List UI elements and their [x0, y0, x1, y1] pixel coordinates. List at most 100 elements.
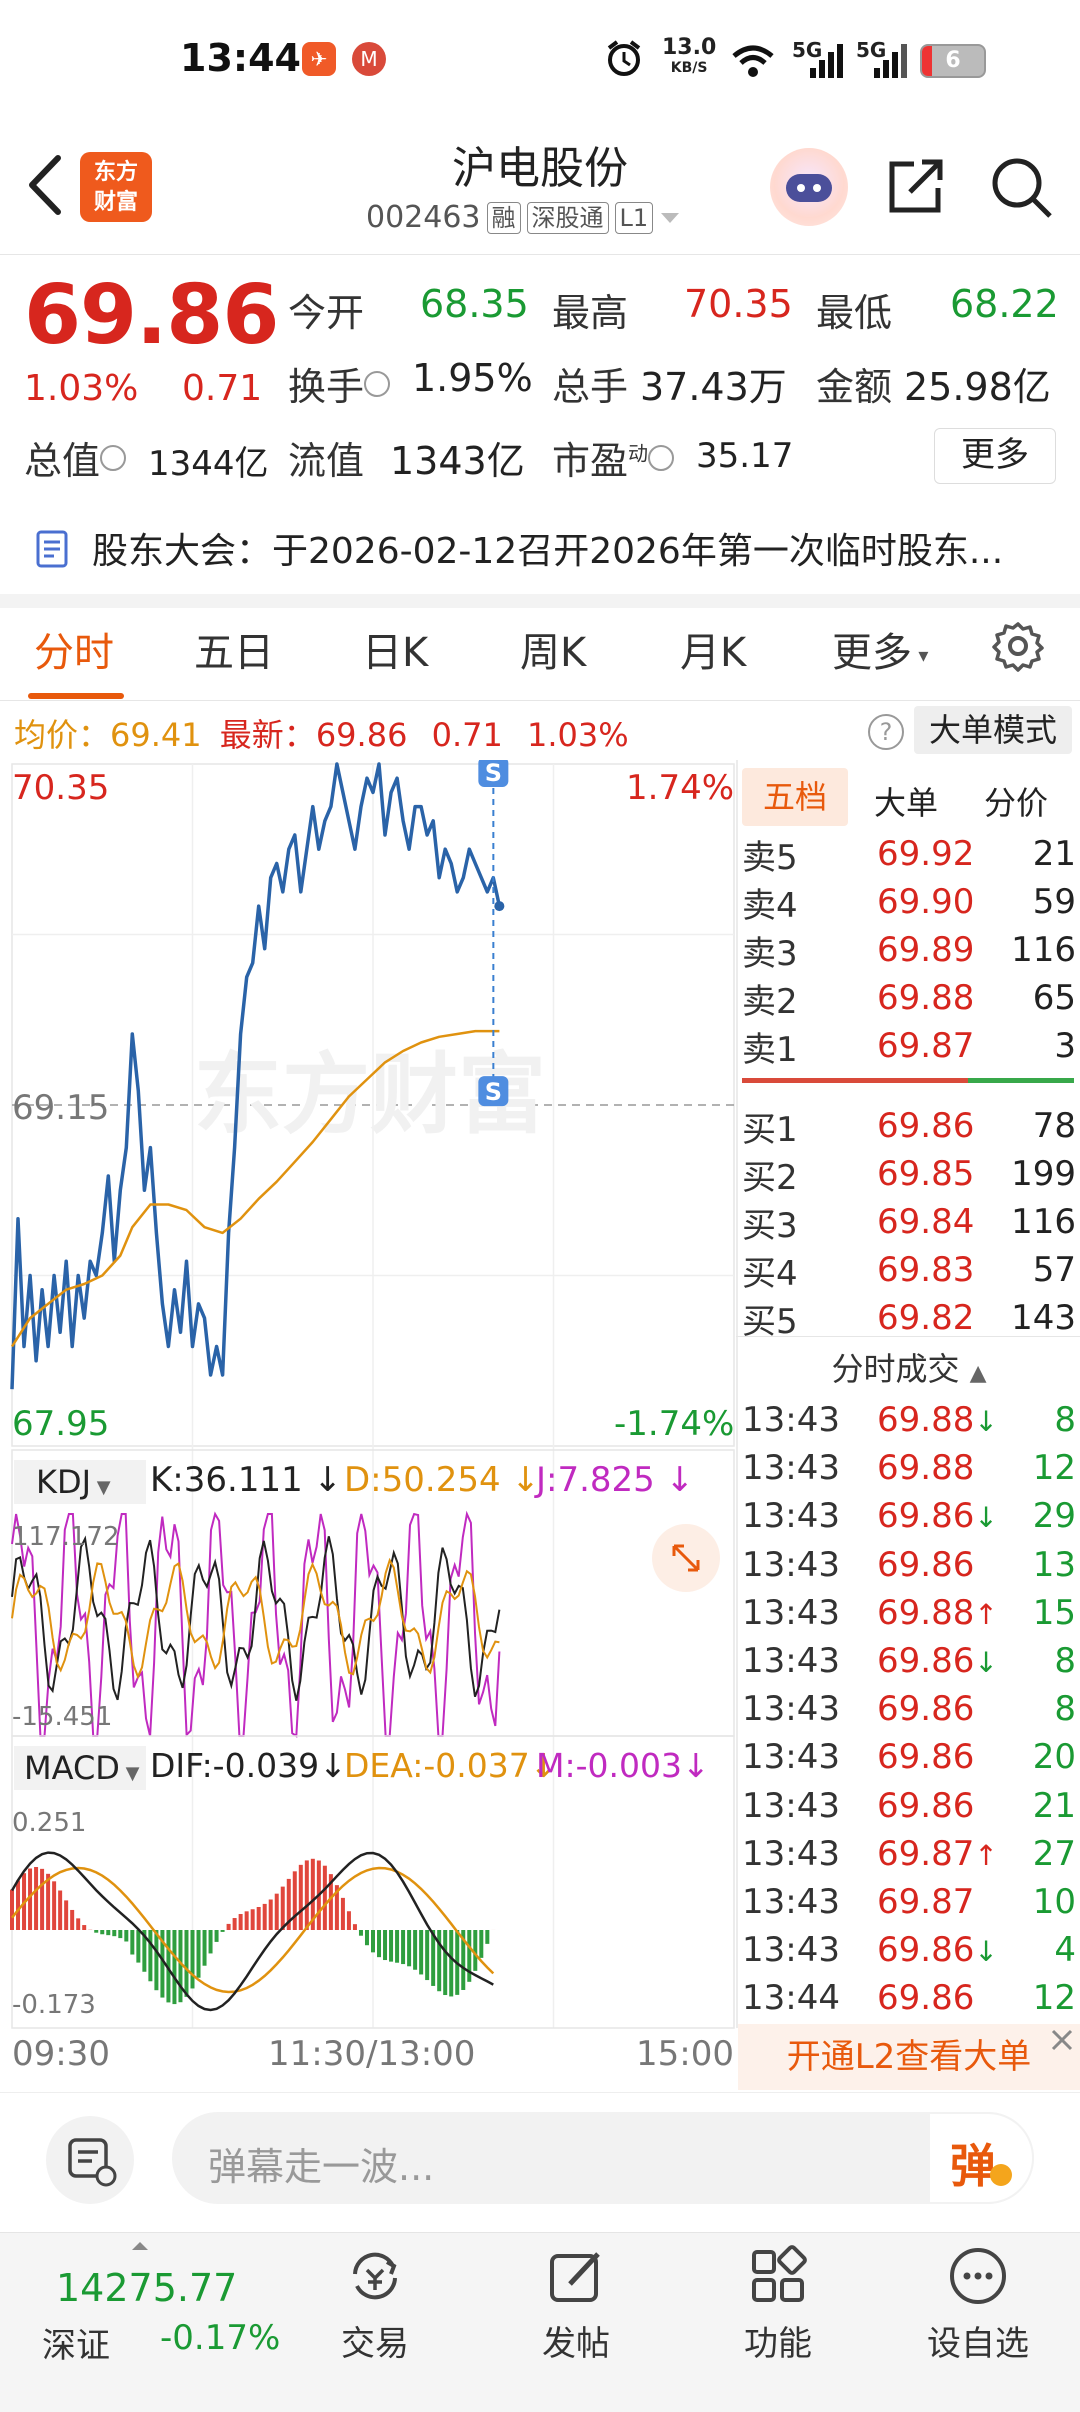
- tab-more[interactable]: 更多 ▾: [832, 630, 929, 676]
- macd-histogram-bar: [112, 1930, 117, 1937]
- macd-histogram-bar: [76, 1918, 81, 1930]
- bid-level-row[interactable]: 买3 69.84 116: [742, 1198, 1076, 1246]
- ask-level-row[interactable]: 卖3 69.89 116: [742, 926, 1076, 974]
- tick-price: 69.86↓: [877, 1641, 998, 1681]
- ask-level-row[interactable]: 卖2 69.88 65: [742, 974, 1076, 1022]
- index-value[interactable]: 14275.77: [56, 2266, 238, 2310]
- search-icon[interactable]: [988, 154, 1054, 220]
- danmaku-settings-button[interactable]: [46, 2116, 134, 2204]
- kdj-indicator-select[interactable]: KDJ ▼: [14, 1460, 146, 1504]
- ask-bid-ratio-bar: [968, 1078, 1074, 1083]
- ask-bid-ratio-bar: [742, 1078, 968, 1083]
- macd-histogram-bar: [364, 1930, 369, 1946]
- level-price: 69.85: [877, 1154, 975, 1194]
- macd-indicator-select[interactable]: MACD ▼: [14, 1746, 146, 1790]
- tick-time: 13:43: [742, 1400, 840, 1440]
- nav-functions[interactable]: 功能: [698, 2244, 858, 2365]
- macd-histogram-bar: [298, 1864, 303, 1930]
- bid-level-row[interactable]: 买2 69.85 199: [742, 1150, 1076, 1198]
- tick-volume: 4: [1054, 1930, 1076, 1971]
- share-icon[interactable]: [884, 154, 948, 218]
- macd-histogram-bar: [250, 1909, 255, 1930]
- danmaku-send-button[interactable]: 弹: [928, 2112, 1034, 2204]
- back-icon[interactable]: [22, 150, 70, 220]
- tab-daily-k[interactable]: 日K: [362, 630, 429, 676]
- macd-histogram-bar: [304, 1860, 309, 1930]
- macd-histogram-bar: [377, 1930, 382, 1958]
- macd-histogram-bar: [82, 1925, 87, 1930]
- nav-trade[interactable]: 交易: [295, 2244, 455, 2365]
- pe-label[interactable]: 市盈动: [552, 430, 675, 485]
- caret-up-icon: ▲: [969, 1361, 987, 1386]
- net-speed: 13.0 KB/S: [662, 35, 717, 77]
- change-amount: 0.71: [182, 368, 263, 409]
- level-label: 卖1: [742, 1029, 798, 1070]
- tab-price-distribution[interactable]: 分价: [984, 784, 1049, 822]
- index-name[interactable]: 深证: [42, 2326, 110, 2366]
- tab-five-day[interactable]: 五日: [194, 630, 274, 676]
- kdj-d-line: [11, 1557, 500, 1680]
- danmaku-input[interactable]: [172, 2112, 1034, 2204]
- macd-histogram-bar: [40, 1868, 45, 1930]
- macd-histogram-bar: [479, 1930, 484, 1958]
- index-change[interactable]: -0.17%: [160, 2318, 281, 2358]
- tick-direction: ↓: [974, 1405, 998, 1438]
- nav-post[interactable]: 发帖: [496, 2244, 656, 2365]
- tab-monthly-k[interactable]: 月K: [680, 630, 747, 676]
- sell-signal-label: S: [485, 1078, 502, 1106]
- tab-big-orders[interactable]: 大单: [874, 784, 939, 822]
- macd-histogram-bar: [425, 1930, 430, 1981]
- macd-histogram-bar: [443, 1930, 448, 1996]
- stock-code-row[interactable]: 002463 融 深股通 L1: [366, 200, 681, 235]
- macd-histogram-bar: [256, 1906, 261, 1930]
- level-volume: 116: [1011, 930, 1076, 970]
- bid-level-row[interactable]: 买1 69.86 78: [742, 1102, 1076, 1150]
- tick-volume: 12: [1032, 1448, 1076, 1489]
- level-label: 买1: [742, 1109, 798, 1150]
- macd-histogram-bar: [268, 1899, 273, 1930]
- tick-row: 13:43 69.86↓ 29: [742, 1492, 1076, 1540]
- tick-price: 69.86: [877, 1978, 975, 2019]
- change-percent: 1.03%: [24, 368, 139, 409]
- macd-max-label: 0.251: [12, 1808, 87, 1838]
- status-bar: 13:44 ✈ M 13.0 KB/S 5G 5G 6: [0, 0, 1080, 120]
- ask-level-row[interactable]: 卖5 69.92 21: [742, 830, 1076, 878]
- ask-level-row[interactable]: 卖1 69.87 3: [742, 1022, 1076, 1070]
- assistant-avatar[interactable]: [770, 148, 848, 226]
- tick-direction: ↑: [974, 1838, 998, 1872]
- level-label: 买5: [742, 1301, 798, 1342]
- time-label-close: 15:00: [636, 2034, 734, 2074]
- open-l2-banner[interactable]: 开通L2查看大单: [738, 2024, 1080, 2090]
- more-button[interactable]: 更多: [934, 428, 1056, 484]
- caret-down-icon: ▾: [912, 643, 929, 667]
- tab-intraday[interactable]: 分时: [34, 630, 114, 676]
- big-order-mode-button[interactable]: 大单模式: [914, 706, 1072, 754]
- notice-text[interactable]: 股东大会：于2026-02-12召开2026年第一次临时股东...: [92, 531, 1004, 572]
- turnover-label[interactable]: 换手: [288, 356, 391, 411]
- tab-weekly-k[interactable]: 周K: [520, 630, 587, 676]
- open-label: 今开: [288, 291, 365, 335]
- expand-chart-icon[interactable]: [652, 1524, 720, 1592]
- ask-level-row[interactable]: 卖4 69.90 59: [742, 878, 1076, 926]
- bid-level-row[interactable]: 买4 69.83 57: [742, 1246, 1076, 1294]
- app-notification-icon: M: [352, 42, 386, 76]
- mcap-label[interactable]: 总值: [24, 430, 127, 485]
- bid-level-row[interactable]: 买5 69.82 143: [742, 1294, 1076, 1342]
- tick-volume: 8: [1054, 1400, 1076, 1440]
- macd-histogram-bar: [328, 1874, 333, 1930]
- mcap-value: 1344亿: [148, 444, 269, 484]
- y-low-label: 67.95: [12, 1404, 110, 1444]
- info-icon: [364, 370, 391, 397]
- level-label: 买4: [742, 1253, 798, 1294]
- tick-price: 69.87: [877, 1882, 975, 1922]
- ticks-title[interactable]: 分时成交 ▲: [831, 1350, 987, 1388]
- close-icon[interactable]: [1048, 2026, 1076, 2054]
- gear-icon[interactable]: [992, 620, 1044, 672]
- help-icon[interactable]: ?: [868, 714, 904, 750]
- tab-five-levels[interactable]: 五档: [742, 768, 848, 826]
- add-watchlist-icon: [950, 2248, 1006, 2304]
- tick-direction: ↑: [974, 1597, 998, 1631]
- eastmoney-logo[interactable]: 东方 财富: [80, 152, 152, 222]
- nav-add-watchlist[interactable]: 设自选: [898, 2244, 1058, 2365]
